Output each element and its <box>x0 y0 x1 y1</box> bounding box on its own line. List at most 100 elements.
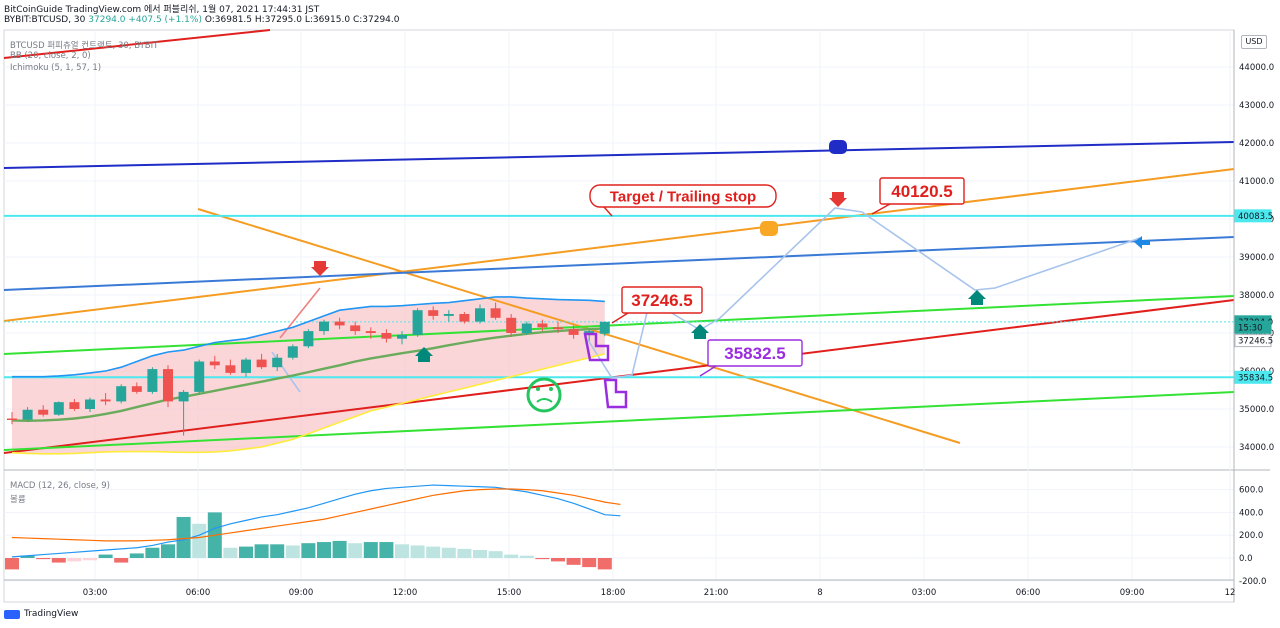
annotations[interactable]: Target / Trailing stop 40120.5 37246.5 3583… <box>311 140 1150 413</box>
candle-body <box>147 369 158 392</box>
callout-37246: 37246.5 <box>621 286 703 314</box>
candle-body <box>287 346 298 358</box>
callout-40120-text: 40120.5 <box>891 182 952 201</box>
macd-tick-label: 0.0 <box>1239 554 1253 564</box>
legend-ichimoku: Ichimoku (5, 1, 57, 1) <box>10 63 102 73</box>
x-tick-label: 09:00 <box>1120 588 1145 598</box>
smiley-mouth <box>536 398 553 403</box>
price-label-box <box>1234 370 1272 384</box>
publish-info: BitCoinGuide TradingView.com 에서 퍼블리쉬, 1월… <box>4 5 320 15</box>
red-trendline-upper <box>3 29 271 59</box>
macd-histogram-bar <box>457 548 472 558</box>
candle <box>194 359 205 394</box>
bb-lower-line <box>11 353 605 455</box>
candle-body <box>412 310 423 335</box>
cat-icon-blue <box>829 140 847 154</box>
candle <box>53 401 64 416</box>
ma-line <box>11 327 605 422</box>
candle-body <box>22 409 33 420</box>
macd-histogram-bar <box>363 542 378 558</box>
blue-channel-top <box>3 141 1235 169</box>
x-tick-label: 21:00 <box>704 588 729 598</box>
candle-body <box>521 323 532 333</box>
candle <box>225 359 236 375</box>
price-label-box <box>1234 334 1272 348</box>
macd-histogram-bar <box>473 550 487 558</box>
x-tick-label: 8 <box>817 588 822 598</box>
candle-body <box>100 399 111 402</box>
callout-37246-tail <box>611 312 629 324</box>
x-tick-label: 03:00 <box>912 588 937 598</box>
macd-histogram-bar <box>51 558 66 563</box>
macd-tick-label: 400.0 <box>1239 508 1263 518</box>
cloud-area <box>12 296 605 454</box>
candle-body <box>131 386 142 392</box>
candle <box>553 321 563 333</box>
candle-body <box>475 308 485 322</box>
macd-histogram-bar <box>488 551 503 558</box>
time-axis[interactable]: 03:00 06:00 09:00 12:00 15:00 18:00 21:00 8 03:0… <box>4 579 1236 598</box>
smiley-eye <box>536 387 540 391</box>
candle <box>69 399 80 411</box>
projection-arrow-red <box>279 287 321 339</box>
macd-histogram-bar <box>114 558 129 563</box>
candle <box>568 325 579 339</box>
candle <box>475 304 485 324</box>
candle <box>100 393 111 406</box>
macd-pane <box>5 484 621 570</box>
candle <box>599 321 610 337</box>
callout-35832-box <box>707 339 803 367</box>
candle-body <box>568 329 579 335</box>
price-axis[interactable]: 34000.035000.036000.037000.038000.039000… <box>1233 30 1274 602</box>
candle <box>22 407 33 422</box>
macd-histogram-bar <box>582 558 597 568</box>
tradingview-brand[interactable]: TradingView <box>4 609 78 619</box>
candle-body <box>38 409 49 415</box>
macd-histogram-bar <box>535 558 550 560</box>
candle-body <box>178 391 189 402</box>
hand-pointer-icon <box>603 378 628 409</box>
smiley-icon <box>526 377 562 413</box>
ohlc-header: BYBIT:BTCUSD, 30 37294.0 +407.5 (+1.1%) … <box>4 15 400 25</box>
macd-tick-label: 600.0 <box>1239 486 1263 496</box>
candle-body <box>194 361 205 392</box>
macd-histogram-bar <box>551 558 565 562</box>
candle-body <box>459 314 470 322</box>
candle <box>116 384 127 404</box>
candle-body <box>381 333 392 339</box>
cat-icon <box>760 221 778 236</box>
callout-37246-box <box>621 286 703 314</box>
y-tick-label: 35000.0 <box>1239 405 1274 415</box>
macd-line <box>11 484 621 558</box>
candle <box>303 329 314 349</box>
chart-header-line: BitCoinGuide TradingView.com 에서 퍼블리쉬, 1월… <box>4 2 319 15</box>
price-label-text: 40083.5 <box>1238 212 1273 222</box>
x-tick-label: 09:00 <box>289 588 314 598</box>
candle-body <box>53 402 64 415</box>
symbol-label: BYBIT:BTCUSD, 30 <box>4 15 86 25</box>
y-tick-label: 41000.0 <box>1239 177 1274 187</box>
ichimoku-cloud <box>12 296 605 454</box>
brand-label: TradingView <box>24 609 79 619</box>
macd-histogram-bar <box>254 544 269 558</box>
macd-histogram-bar <box>67 558 82 562</box>
price-label-text: 35834.5 <box>1238 373 1273 383</box>
legend-bb: BB (20, close, 2, 0) <box>10 51 91 61</box>
legend-title: BTCUSD 퍼피츄얼 컨트랙트, 30, BYBIT <box>10 41 159 51</box>
x-tick-label: 15:00 <box>497 588 522 598</box>
currency-button[interactable]: USD <box>1241 35 1267 49</box>
candle-body <box>365 331 376 333</box>
candle-body <box>209 361 220 366</box>
candle-body <box>272 357 283 368</box>
candle-body <box>350 325 361 332</box>
signal-line <box>11 488 621 542</box>
trend-lines[interactable] <box>3 29 1235 454</box>
y-tick-label: 34000.0 <box>1239 443 1274 453</box>
candle <box>209 355 220 370</box>
callout-35832-text: 35832.5 <box>724 344 785 363</box>
y-tick-label: 42000.0 <box>1239 139 1274 149</box>
candle <box>490 302 501 320</box>
x-tick-label: 12 <box>1225 588 1236 598</box>
orange-rising-line <box>3 168 1235 322</box>
